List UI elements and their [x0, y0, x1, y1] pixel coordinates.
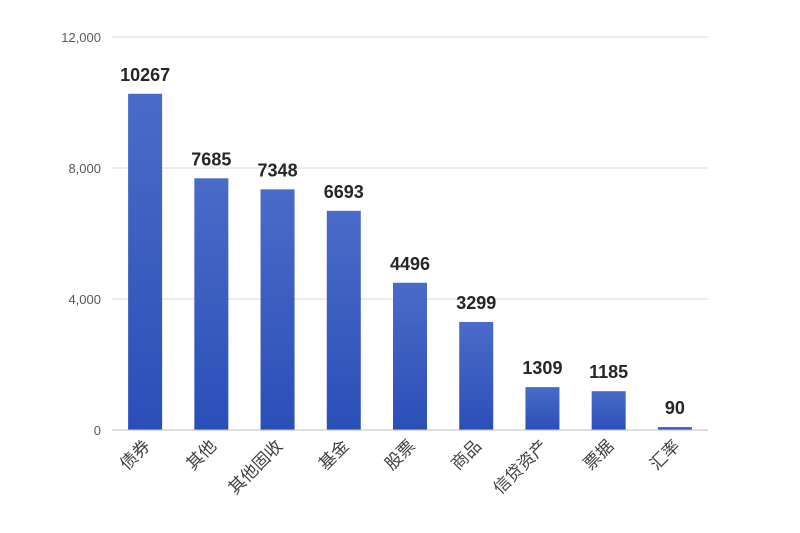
- data-label: 7685: [191, 149, 231, 169]
- x-category-label: 票据: [580, 436, 618, 474]
- data-label: 6693: [324, 182, 364, 202]
- data-label: 90: [665, 398, 685, 418]
- bar: [591, 391, 626, 430]
- bar: [525, 387, 560, 430]
- data-label: 3299: [456, 293, 496, 313]
- bar: [260, 189, 295, 430]
- x-category-label: 股票: [381, 436, 419, 474]
- data-labels: 10267 7685 7348 6693 4496 3299 1309 1185 90: [120, 65, 685, 418]
- x-axis-categories: 债券 其他 其他固收 基金 股票 商品 信贷资产 票据 汇率: [116, 436, 684, 498]
- bar: [459, 321, 494, 430]
- data-label: 1185: [589, 362, 628, 382]
- x-category-label: 债券: [116, 436, 154, 474]
- y-axis-ticks: 0 4,000 8,000 12,000: [61, 30, 101, 438]
- bar: [194, 178, 229, 430]
- x-category-label: 基金: [315, 436, 353, 474]
- data-label: 4496: [390, 254, 430, 274]
- bar: [657, 427, 692, 430]
- y-tick-label: 0: [94, 423, 101, 438]
- bar: [393, 282, 427, 430]
- y-tick-label: 8,000: [68, 161, 101, 176]
- bar: [326, 210, 361, 430]
- data-label: 10267: [120, 65, 170, 85]
- bar: [128, 93, 163, 431]
- x-category-label: 商品: [448, 436, 486, 474]
- x-category-label: 其他固收: [225, 436, 287, 498]
- y-tick-label: 4,000: [68, 292, 101, 307]
- y-tick-label: 12,000: [61, 30, 101, 45]
- x-category-label: 汇率: [646, 436, 684, 474]
- bars: [128, 93, 692, 431]
- data-label: 1309: [522, 358, 562, 378]
- x-category-label: 其他: [183, 436, 221, 474]
- x-category-label: 信贷资产: [490, 436, 552, 498]
- data-label: 7348: [258, 160, 298, 180]
